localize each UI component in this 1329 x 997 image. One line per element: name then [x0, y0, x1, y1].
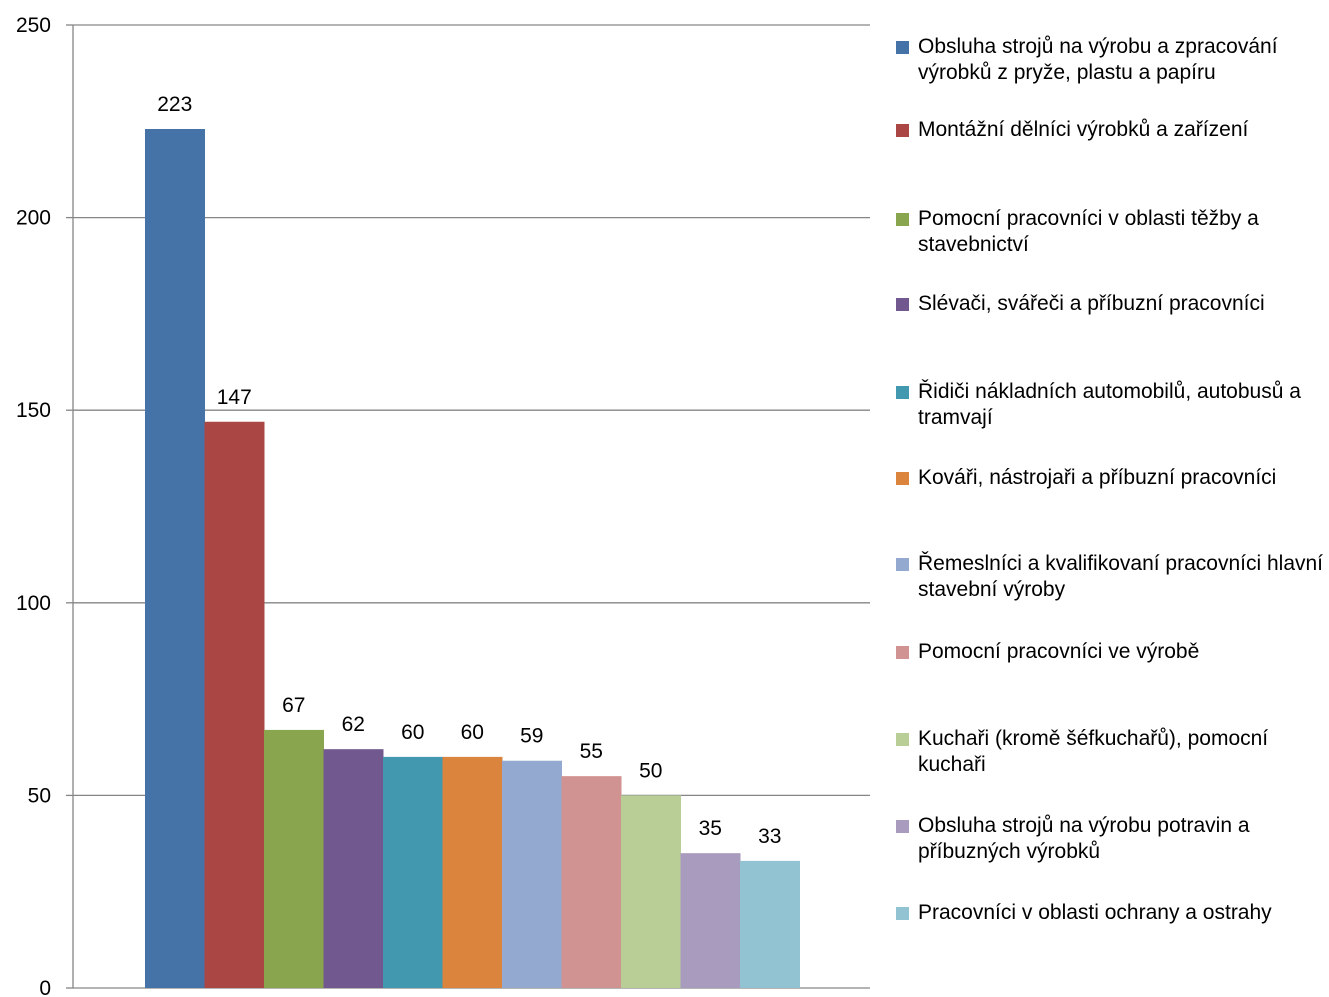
y-tick-label: 250: [16, 14, 51, 37]
bars: [145, 129, 800, 989]
bar: [740, 860, 800, 988]
legend-swatch: [896, 41, 909, 54]
legend-label: Kováři, nástrojaři a příbuzní pracovníci: [918, 466, 1277, 489]
bar: [442, 756, 503, 988]
data-labels: 223 147 67 62 60 60 59 55 50 35 33: [157, 93, 781, 848]
legend: Obsluha strojů na výrobu a zpracování vý…: [896, 0, 1326, 997]
legend-item: Řemeslníci a kvalifikovaní pracovníci hl…: [896, 551, 1328, 603]
legend-item: Montážní dělníci výrobků a zařízení: [896, 117, 1328, 143]
bar: [145, 129, 205, 988]
legend-item: Kuchaři (kromě šéfkuchařů), pomocní kuch…: [896, 726, 1328, 778]
data-label: 50: [639, 759, 662, 782]
bar: [621, 795, 681, 988]
data-label: 223: [157, 93, 192, 116]
legend-item: Řidiči nákladních automobilů, autobusů a…: [896, 379, 1328, 431]
data-label: 60: [401, 721, 424, 744]
legend-swatch: [896, 213, 909, 226]
bar: [204, 421, 265, 989]
legend-label: Slévači, svářeči a příbuzní pracovníci: [918, 292, 1265, 315]
data-label: 62: [342, 713, 365, 736]
data-label: 35: [699, 817, 722, 840]
legend-label: Pracovníci v oblasti ochrany a ostrahy: [918, 901, 1272, 924]
legend-label: Řidiči nákladních automobilů, autobusů a…: [918, 380, 1301, 429]
legend-item: Pomocní pracovníci v oblasti těžby a sta…: [896, 206, 1328, 258]
legend-item: Slévači, svářeči a příbuzní pracovníci: [896, 291, 1328, 317]
legend-label: Kuchaři (kromě šéfkuchařů), pomocní kuch…: [918, 727, 1269, 776]
bar: [561, 776, 622, 988]
legend-swatch: [896, 386, 909, 399]
legend-item: Kováři, nástrojaři a příbuzní pracovníci: [896, 465, 1328, 491]
legend-item: Pracovníci v oblasti ochrany a ostrahy: [896, 900, 1328, 926]
bar: [264, 729, 324, 988]
y-tick-label: 150: [16, 399, 51, 422]
data-label: 60: [461, 721, 484, 744]
y-tick-label: 200: [16, 207, 51, 230]
legend-swatch: [896, 907, 909, 920]
legend-swatch: [896, 124, 909, 137]
legend-swatch: [896, 820, 909, 833]
bar: [323, 749, 384, 988]
y-tick-label: 100: [16, 592, 51, 615]
legend-swatch: [896, 733, 909, 746]
legend-swatch: [896, 558, 909, 571]
legend-label: Montážní dělníci výrobků a zařízení: [918, 118, 1249, 141]
legend-swatch: [896, 646, 909, 659]
y-tick-label: 0: [39, 977, 51, 997]
legend-label: Řemeslníci a kvalifikovaní pracovníci hl…: [918, 552, 1324, 601]
legend-label: Obsluha strojů na výrobu a zpracování vý…: [918, 35, 1278, 84]
data-label: 33: [758, 825, 781, 848]
data-label: 55: [580, 740, 603, 763]
legend-item: Obsluha strojů na výrobu potravin a příb…: [896, 813, 1328, 865]
legend-label: Obsluha strojů na výrobu potravin a příb…: [918, 814, 1250, 863]
bar: [383, 756, 443, 988]
y-tick-label: 50: [28, 784, 51, 807]
legend-label: Pomocní pracovníci ve výrobě: [918, 640, 1200, 663]
legend-item: Obsluha strojů na výrobu a zpracování vý…: [896, 34, 1328, 86]
data-label: 67: [282, 694, 305, 717]
y-axis-ticks: 0 50 100 150 200 250: [16, 14, 73, 997]
bar: [502, 760, 562, 988]
legend-swatch: [896, 298, 909, 311]
legend-label: Pomocní pracovníci v oblasti těžby a sta…: [918, 207, 1259, 256]
bar: [680, 853, 741, 988]
legend-item: Pomocní pracovníci ve výrobě: [896, 639, 1328, 665]
legend-swatch: [896, 472, 909, 485]
data-label: 59: [520, 725, 543, 748]
data-label: 147: [217, 386, 252, 409]
